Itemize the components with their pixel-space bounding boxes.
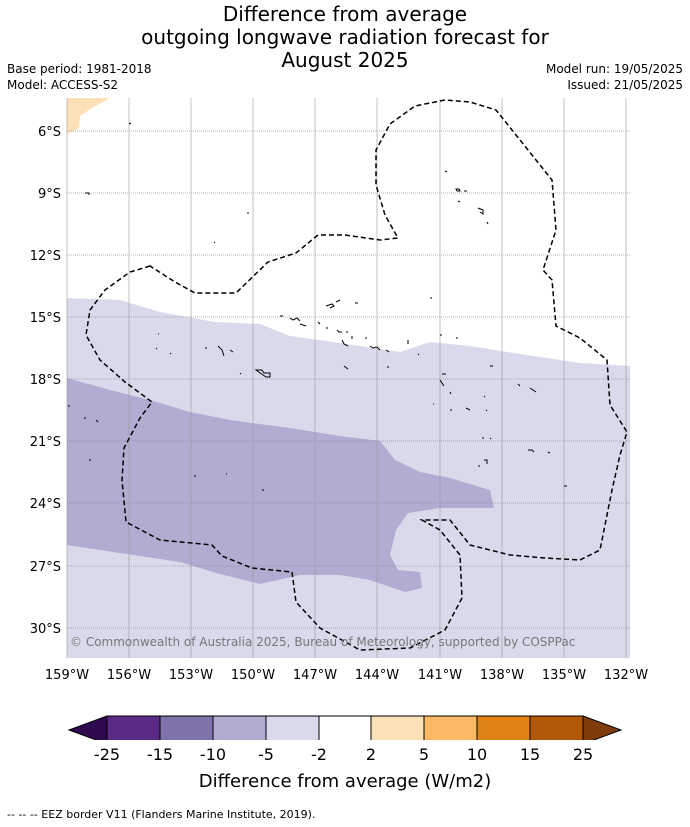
colorbar-tick-label: 15 xyxy=(519,745,541,764)
model-run-text: Model run: 19/05/2025 xyxy=(545,62,683,76)
lon-label: 144°W xyxy=(355,668,399,683)
longitude-labels: 159°W 156°W 153°W 150°W 147°W 144°W 141°… xyxy=(45,668,648,683)
colorbar-below-triangle xyxy=(67,715,108,740)
lat-label: 18°S xyxy=(30,373,61,388)
lon-label: 132°W xyxy=(604,668,648,683)
lat-label: 6°S xyxy=(38,125,61,140)
colorbar-tick-label: 5 xyxy=(418,745,430,764)
island-outlines xyxy=(68,122,567,491)
colorbar-swatch xyxy=(212,715,267,740)
lat-label: 27°S xyxy=(30,560,61,575)
anomaly-region-orange xyxy=(67,98,110,134)
colorbar-swatch xyxy=(265,715,320,740)
title-line-1: Difference from average xyxy=(222,2,468,26)
lat-label: 9°S xyxy=(38,187,61,202)
model-text: Model: ACCESS-S2 xyxy=(7,78,119,92)
colorbar-title: Difference from average (W/m2) xyxy=(198,771,492,792)
eez-border xyxy=(85,99,628,651)
colorbar-tick-label: -15 xyxy=(146,745,174,764)
colorbar-swatch xyxy=(370,715,425,740)
colorbar-above-triangle xyxy=(582,715,623,740)
lat-label: 24°S xyxy=(30,497,61,512)
colorbar-swatch xyxy=(423,715,478,740)
base-period-text: Base period: 1981-2018 xyxy=(7,62,152,76)
issued-text: Issued: 21/05/2025 xyxy=(567,78,683,92)
colorbar-tick-label: 10 xyxy=(466,745,488,764)
colorbar-tick-label: -2 xyxy=(311,745,327,764)
lon-label: 156°W xyxy=(107,668,151,683)
lon-label: 138°W xyxy=(480,668,524,683)
forecast-map: © Commonwealth of Australia 2025, Bureau… xyxy=(30,98,648,740)
lon-label: 135°W xyxy=(542,668,586,683)
copyright-text: © Commonwealth of Australia 2025, Bureau… xyxy=(70,635,575,649)
colorbar-swatch xyxy=(159,715,214,740)
anomaly-region-medium xyxy=(67,378,494,592)
meridian-lines xyxy=(66,98,627,658)
colorbar-swatch xyxy=(476,715,531,740)
colorbar-tick-label: 25 xyxy=(572,745,594,764)
eez-footnote: -- -- -- EEZ border V11 (Flanders Marine… xyxy=(7,808,316,821)
colorbar-tick-label: -10 xyxy=(199,745,227,764)
colorbar-tick-label: 2 xyxy=(365,745,377,764)
lat-label: 12°S xyxy=(30,249,61,264)
lat-label: 30°S xyxy=(30,622,61,637)
lon-label: 150°W xyxy=(231,668,275,683)
colorbar-swatch xyxy=(318,715,372,740)
lat-label: 15°S xyxy=(30,311,61,326)
latitude-labels: 6°S 9°S 12°S 15°S 18°S 21°S 24°S 27°S 30… xyxy=(30,125,61,637)
title-line-3: August 2025 xyxy=(281,48,409,72)
lat-label: 21°S xyxy=(30,435,61,450)
colorbar-tick-label: -25 xyxy=(93,745,121,764)
lon-label: 153°W xyxy=(169,668,213,683)
colorbar-swatch xyxy=(106,715,161,740)
colorbar-tick-label: -5 xyxy=(258,745,274,764)
lon-label: 141°W xyxy=(418,668,462,683)
lon-label: 159°W xyxy=(45,668,89,683)
lon-label: 147°W xyxy=(293,668,337,683)
colorbar xyxy=(67,715,623,740)
title-line-2: outgoing longwave radiation forecast for xyxy=(141,25,549,49)
colorbar-swatch xyxy=(529,715,584,740)
